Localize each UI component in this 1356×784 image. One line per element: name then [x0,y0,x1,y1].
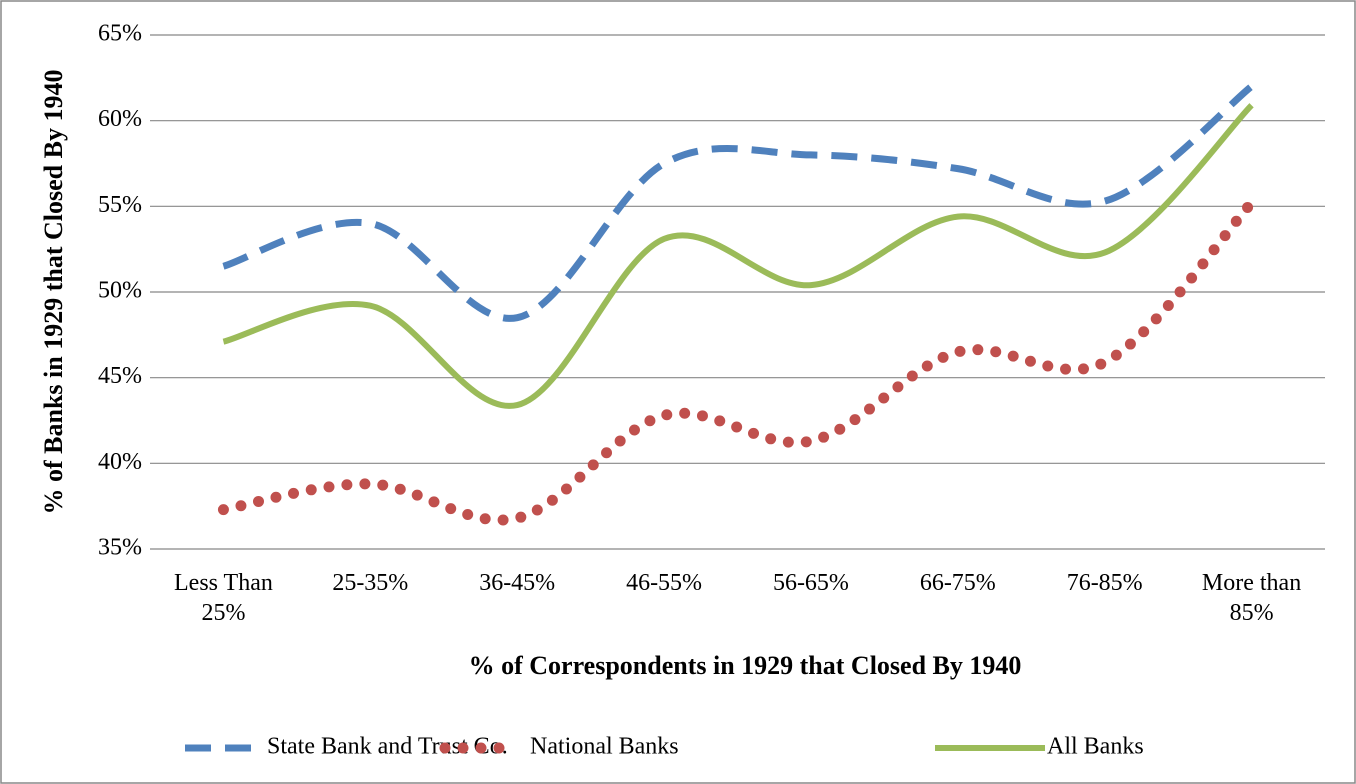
legend-label: All Banks [1047,734,1144,760]
y-tick-label: 35% [98,535,142,561]
y-tick-label: 40% [98,449,142,475]
series-line [217,197,1258,526]
legend-label: National Banks [530,734,679,760]
x-tick-label: More than 85% [1201,570,1302,626]
x-axis-title: % of Correspondents in 1929 that Closed … [469,651,1022,680]
x-tick-label: 36-45% [479,570,556,596]
y-tick-label: 55% [98,192,142,218]
x-tick-label: 56-65% [772,570,849,596]
x-tick-label: Less Than 25% [174,570,273,626]
y-axis-title: % of Banks in 1929 that Closed By 1940 [39,70,68,515]
series-line [222,83,1254,322]
legend-label: State Bank and Trust Co. [267,734,508,760]
series-line [222,103,1254,409]
x-tick-label: 66-75% [919,570,996,596]
x-tick-label: 25-35% [332,570,409,596]
y-tick-label: 65% [98,21,142,47]
x-tick-label: 76-85% [1066,570,1143,596]
y-tick-label: 50% [98,278,142,304]
x-tick-label: 46-55% [626,570,703,596]
y-tick-label: 60% [98,106,142,132]
y-tick-label: 45% [98,363,142,389]
